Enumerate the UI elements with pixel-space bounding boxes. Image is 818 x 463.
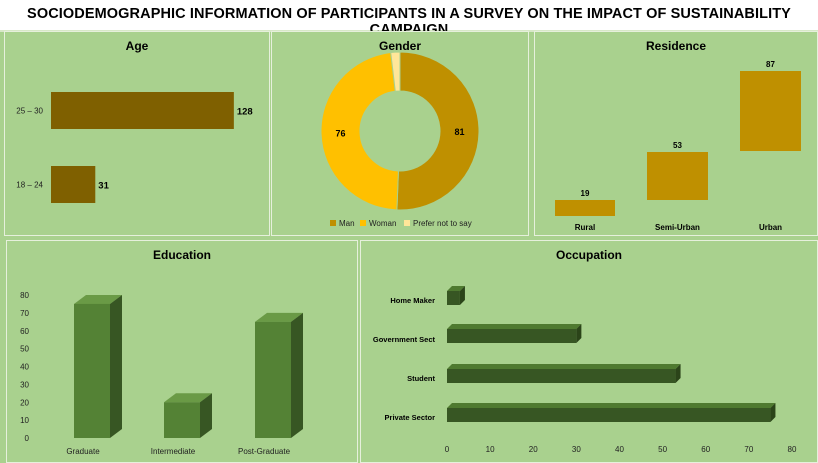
age-panel: Age 25 – 30 128 18 – 24 31 [4,31,270,236]
occupation-x-tick-label: 0 [445,445,450,454]
age-bar [51,166,96,203]
residence-bar [555,200,615,216]
occupation-x-tick-label: 10 [486,445,495,454]
title-bar: SOCIODEMOGRAPHIC INFORMATION OF PARTICIP… [0,0,818,38]
occupation-category-label: Student [407,374,435,383]
occupation-panel: Occupation 0 10 20 30 40 50 60 70 80 Home Maker Go… [360,240,818,463]
gender-legend-swatch [330,220,336,226]
occupation-bar [447,408,771,422]
residence-value-label: 87 [766,60,775,69]
residence-title: Residence [645,39,707,53]
education-y-tick-label: 50 [20,345,29,354]
residence-value-label: 53 [673,141,682,150]
gender-slice-man [396,51,480,211]
residence-chart: 19 Rural 53 Semi-Urban 87 Urban [555,60,801,232]
residence-bar [647,152,708,200]
education-y-tick-label: 80 [20,291,29,300]
gender-data-label: 76 [336,128,346,138]
education-category-label: Graduate [66,447,100,456]
age-value-label: 128 [237,107,253,118]
gender-legend-swatch [404,220,410,226]
education-category-label: Post-Graduate [238,447,291,456]
occupation-bar [447,291,460,305]
age-value-label: 31 [98,181,109,192]
occupation-title: Occupation [555,248,622,262]
occupation-bar-side [576,324,582,343]
occupation-bar-top [447,364,681,369]
education-bar-side [110,294,122,438]
gender-panel: Gender 81 76 Man Woman Prefer not to say [271,31,529,236]
education-bar-top [255,312,303,322]
residence-value-label: 19 [581,189,590,198]
occupation-category-label: Private Sector [385,413,436,422]
gender-legend-label: Woman [369,219,396,228]
education-y-tick-label: 40 [20,363,29,372]
age-title: Age [125,39,149,53]
gender-slice-prefer-not-to-say [390,51,401,92]
age-category-label: 25 – 30 [16,107,43,116]
education-bar-top [164,393,212,403]
education-y-tick-label: 70 [20,309,29,318]
gender-data-label: 81 [454,127,464,137]
residence-category-label: Semi-Urban [655,223,700,232]
residence-panel: Residence 19 Rural 53 Semi-Urban 87 Urban [534,31,818,236]
age-category-label: 18 – 24 [16,181,43,190]
education-chart: 0 10 20 30 40 50 60 70 80 Graduate Intermediate Pos… [20,291,303,456]
residence-category-label: Urban [759,223,782,232]
occupation-x-tick-label: 40 [615,445,624,454]
occupation-x-tick-label: 70 [744,445,753,454]
gender-legend-label: Prefer not to say [413,219,472,228]
gender-chart: 81 76 Man Woman Prefer not to say [320,51,480,228]
education-bar-top [74,294,122,304]
occupation-category-label: Home Maker [390,296,435,305]
occupation-bar [447,369,676,383]
education-category-label: Intermediate [151,447,196,456]
education-y-tick-label: 60 [20,327,29,336]
education-y-tick-label: 20 [20,398,29,407]
residence-category-label: Rural [575,223,595,232]
education-bar [255,321,291,438]
age-bar [51,92,234,129]
gender-title: Gender [378,39,421,53]
residence-bar [740,71,801,151]
occupation-bar-top [447,286,465,291]
education-y-tick-label: 10 [20,416,29,425]
occupation-chart: 0 10 20 30 40 50 60 70 80 Home Maker Government Se… [373,286,797,454]
occupation-category-label: Government Sect [373,335,436,344]
occupation-bar-side [459,286,465,305]
occupation-x-tick-label: 60 [701,445,710,454]
education-bar-side [291,312,303,438]
age-chart: 25 – 30 128 18 – 24 31 [16,92,253,203]
education-y-tick-label: 30 [20,380,29,389]
occupation-bar-top [447,324,582,329]
occupation-bar-side [770,403,776,422]
education-bar-side [200,393,212,438]
occupation-x-tick-label: 20 [529,445,538,454]
occupation-bar [447,329,577,343]
gender-legend-label: Man [339,219,355,228]
gender-legend-swatch [360,220,366,226]
occupation-x-tick-label: 80 [788,445,797,454]
occupation-x-tick-label: 30 [572,445,581,454]
occupation-bar-top [447,403,776,408]
education-bar [74,303,110,438]
education-bar [164,402,200,438]
gender-slice-woman [320,51,399,211]
occupation-bar-side [675,364,681,383]
education-panel: Education 0 10 20 30 40 50 60 70 80 Graduate Inter… [6,240,358,463]
education-title: Education [152,248,211,262]
education-y-tick-label: 0 [25,434,30,443]
occupation-x-tick-label: 50 [658,445,667,454]
